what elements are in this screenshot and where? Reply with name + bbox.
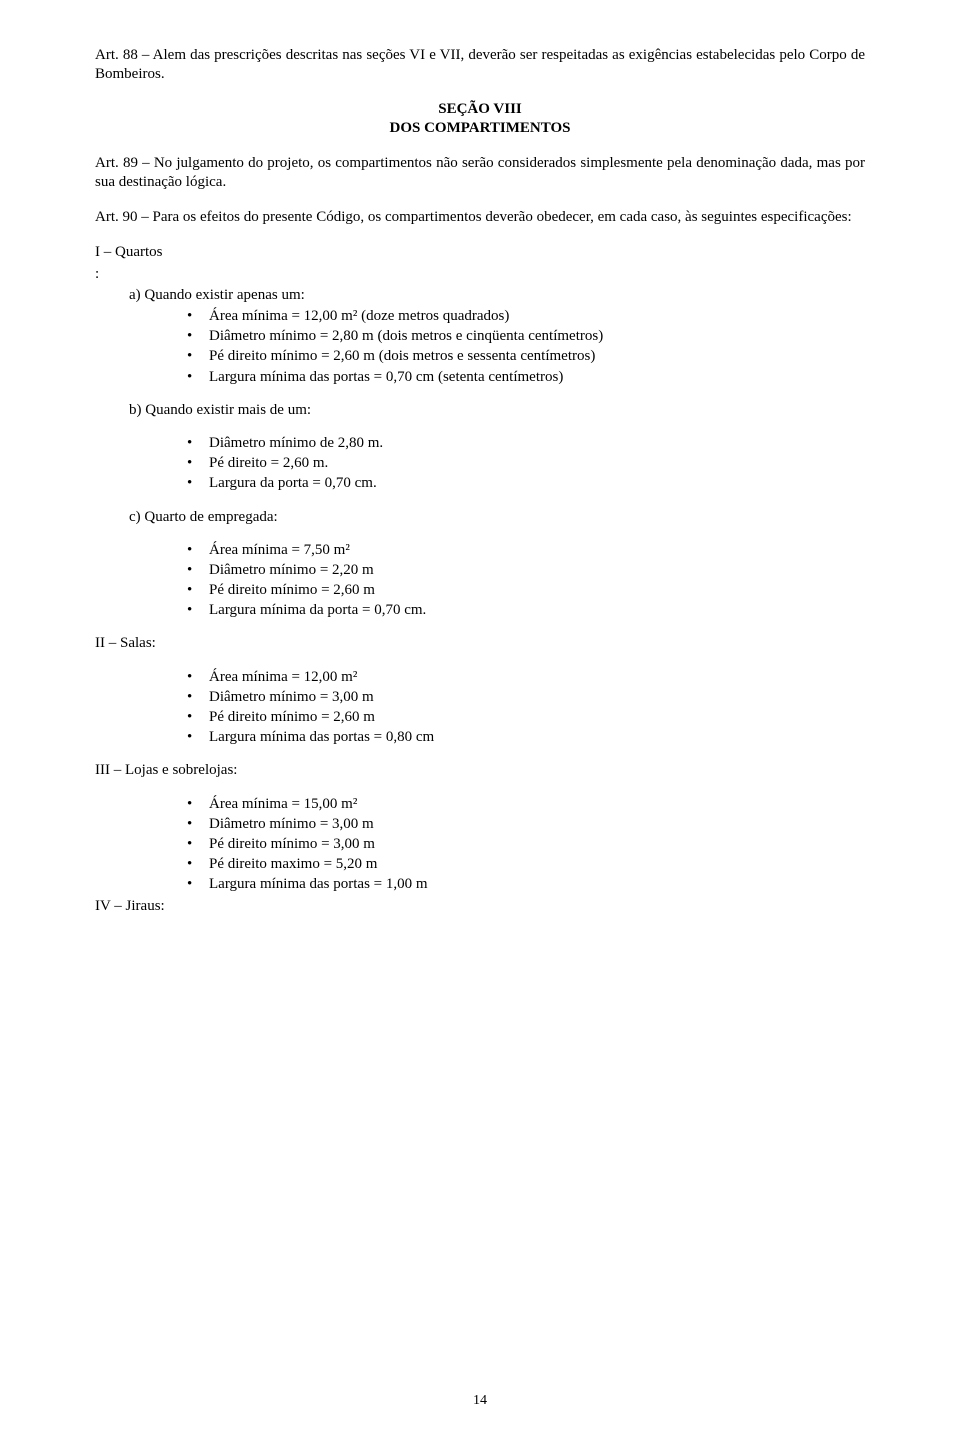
bullet-item: Pé direito = 2,60 m. bbox=[187, 454, 865, 473]
bullet-item: Diâmetro mínimo de 2,80 m. bbox=[187, 434, 865, 453]
bullet-item: Área mínima = 15,00 m² bbox=[187, 795, 865, 814]
bullet-item: Pé direito mínimo = 2,60 m bbox=[187, 581, 865, 600]
bullet-item: Largura mínima da porta = 0,70 cm. bbox=[187, 601, 865, 620]
item-i-b-bullets: Diâmetro mínimo de 2,80 m. Pé direito = … bbox=[187, 434, 865, 494]
bullet-item: Diâmetro mínimo = 2,20 m bbox=[187, 561, 865, 580]
page-number: 14 bbox=[0, 1392, 960, 1410]
item-iii-bullets: Área mínima = 15,00 m² Diâmetro mínimo =… bbox=[187, 795, 865, 895]
item-iv-jiraus: IV – Jiraus: bbox=[95, 897, 865, 916]
item-ii-bullets: Área mínima = 12,00 m² Diâmetro mínimo =… bbox=[187, 668, 865, 748]
item-ii-salas: II – Salas: bbox=[95, 634, 865, 653]
bullet-item: Área mínima = 12,00 m² (doze metros quad… bbox=[187, 307, 865, 326]
item-i-b-label: b) Quando existir mais de um: bbox=[129, 401, 865, 420]
item-iii-lojas: III – Lojas e sobrelojas: bbox=[95, 761, 865, 780]
bullet-item: Pé direito mínimo = 3,00 m bbox=[187, 835, 865, 854]
section-number: SEÇÃO VIII bbox=[95, 100, 865, 119]
bullet-item: Largura da porta = 0,70 cm. bbox=[187, 474, 865, 493]
item-i-quartos: I – Quartos bbox=[95, 243, 865, 262]
bullet-item: Área mínima = 12,00 m² bbox=[187, 668, 865, 687]
item-i-a-bullets: Área mínima = 12,00 m² (doze metros quad… bbox=[187, 307, 865, 387]
item-i-c-label: c) Quarto de empregada: bbox=[129, 508, 865, 527]
bullet-item: Pé direito mínimo = 2,60 m bbox=[187, 708, 865, 727]
bullet-item: Largura mínima das portas = 0,80 cm bbox=[187, 728, 865, 747]
article-90-text: Art. 90 – Para os efeitos do presente Có… bbox=[95, 208, 865, 227]
colon-line: : bbox=[95, 265, 865, 284]
bullet-item: Diâmetro mínimo = 3,00 m bbox=[187, 688, 865, 707]
section-name: DOS COMPARTIMENTOS bbox=[95, 119, 865, 138]
bullet-item: Pé direito maximo = 5,20 m bbox=[187, 855, 865, 874]
bullet-item: Largura mínima das portas = 1,00 m bbox=[187, 875, 865, 894]
bullet-item: Diâmetro mínimo = 2,80 m (dois metros e … bbox=[187, 327, 865, 346]
article-89-text: Art. 89 – No julgamento do projeto, os c… bbox=[95, 154, 865, 192]
bullet-item: Pé direito mínimo = 2,60 m (dois metros … bbox=[187, 347, 865, 366]
section-viii-heading: SEÇÃO VIII DOS COMPARTIMENTOS bbox=[95, 100, 865, 138]
item-i-c-bullets: Área mínima = 7,50 m² Diâmetro mínimo = … bbox=[187, 541, 865, 621]
bullet-item: Área mínima = 7,50 m² bbox=[187, 541, 865, 560]
bullet-item: Largura mínima das portas = 0,70 cm (set… bbox=[187, 368, 865, 387]
bullet-item: Diâmetro mínimo = 3,00 m bbox=[187, 815, 865, 834]
item-i-a-label: a) Quando existir apenas um: bbox=[129, 286, 865, 305]
article-88-text: Art. 88 – Alem das prescrições descritas… bbox=[95, 46, 865, 84]
